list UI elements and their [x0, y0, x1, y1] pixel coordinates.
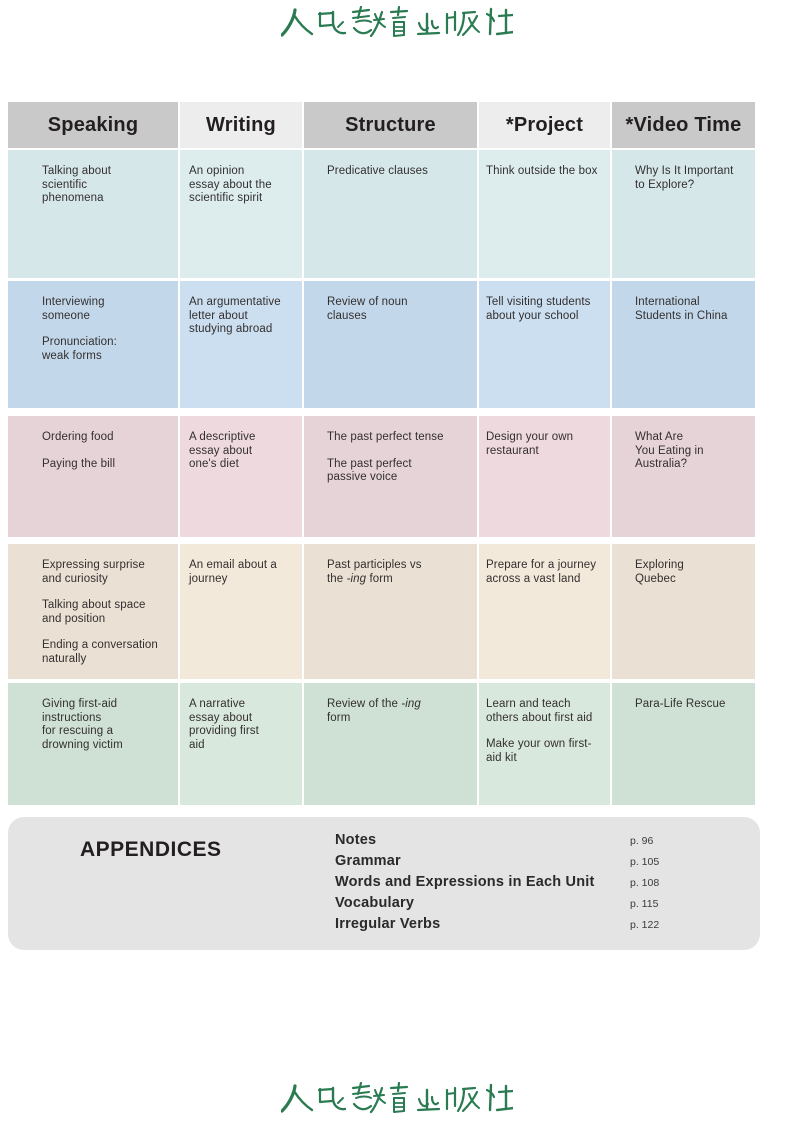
appendices-panel: APPENDICES Notes p. 96 Grammar p. 105 Words … — [8, 817, 760, 950]
appendix-item: Words and Expressions in Each Unit p. 108 — [335, 874, 659, 895]
column-header-speaking: Speaking — [8, 102, 178, 148]
appendix-page-number: p. 115 — [630, 898, 659, 910]
table-cell: Past participles vs the -ing form — [304, 544, 477, 679]
appendices-title: APPENDICES — [80, 838, 222, 861]
unit-row: Interviewing someone Pronunciation: weak … — [8, 281, 755, 408]
appendix-item: Vocabulary p. 115 — [335, 895, 659, 916]
table-cell: Review of the -ing form — [304, 683, 477, 805]
unit-row: Talking about scientific phenomena An opi… — [8, 150, 755, 278]
table-cell: A narrative essay about providing first … — [180, 683, 302, 805]
table-cell: Expressing surprise and curiosity Talking… — [8, 544, 178, 679]
table-cell: What Are You Eating in Australia? — [612, 416, 755, 537]
table-cell: Learn and teach others about first aid Ma… — [479, 683, 610, 805]
column-header-videotime: *Video Time — [612, 102, 755, 148]
unit-row: Expressing surprise and curiosity Talking… — [8, 544, 755, 679]
appendix-label: Irregular Verbs — [335, 916, 441, 932]
appendix-label: Grammar — [335, 853, 401, 869]
column-header-structure: Structure — [304, 102, 477, 148]
publisher-logo-bottom — [0, 1082, 794, 1116]
table-cell: Para-Life Rescue — [612, 683, 755, 805]
appendix-label: Words and Expressions in Each Unit — [335, 874, 595, 890]
table-cell: Why Is It Important to Explore? — [612, 150, 755, 278]
table-cell: An email about a journey — [180, 544, 302, 679]
publisher-calligraphy-icon — [281, 6, 513, 38]
table-cell: An opinion essay about the scientific sp… — [180, 150, 302, 278]
table-cell: A descriptive essay about one's diet — [180, 416, 302, 537]
table-cell: An argumentative letter about studying a… — [180, 281, 302, 408]
publisher-calligraphy-icon — [281, 1082, 513, 1114]
column-header-writing: Writing — [180, 102, 302, 148]
appendix-page-number: p. 122 — [630, 919, 660, 931]
column-header-project: *Project — [479, 102, 610, 148]
appendices-list: Notes p. 96 Grammar p. 105 Words and Express… — [335, 832, 659, 937]
appendix-page-number: p. 96 — [630, 835, 654, 847]
contents-table: Speaking Writing Structure *Project *Video T… — [8, 102, 755, 805]
table-cell: The past perfect tense The past perfect p… — [304, 416, 477, 537]
table-cell: Review of noun clauses — [304, 281, 477, 408]
appendix-page-number: p. 105 — [630, 856, 660, 868]
table-cell: Prepare for a journey across a vast land — [479, 544, 610, 679]
table-cell: Talking about scientific phenomena — [8, 150, 178, 278]
appendix-label: Notes — [335, 832, 377, 848]
unit-row: Ordering food Paying the bill A descriptiv… — [8, 416, 755, 537]
appendix-item: Notes p. 96 — [335, 832, 659, 853]
table-cell: Giving first-aid instructions for rescui… — [8, 683, 178, 805]
table-cell: Ordering food Paying the bill — [8, 416, 178, 537]
publisher-logo-top — [0, 6, 794, 40]
appendix-page-number: p. 108 — [630, 877, 660, 889]
appendix-label: Vocabulary — [335, 895, 415, 911]
table-cell: Predicative clauses — [304, 150, 477, 278]
table-body: Talking about scientific phenomena An opi… — [8, 150, 755, 805]
table-cell: Tell visiting students about your school — [479, 281, 610, 408]
appendix-item: Irregular Verbs p. 122 — [335, 916, 659, 937]
table-cell: Design your own restaurant — [479, 416, 610, 537]
table-cell: Interviewing someone Pronunciation: weak … — [8, 281, 178, 408]
table-cell: Think outside the box — [479, 150, 610, 278]
unit-row: Giving first-aid instructions for rescui… — [8, 683, 755, 805]
appendix-item: Grammar p. 105 — [335, 853, 659, 874]
table-header-row: Speaking Writing Structure *Project *Video T… — [8, 102, 755, 148]
table-cell: Exploring Quebec — [612, 544, 755, 679]
table-cell: International Students in China — [612, 281, 755, 408]
